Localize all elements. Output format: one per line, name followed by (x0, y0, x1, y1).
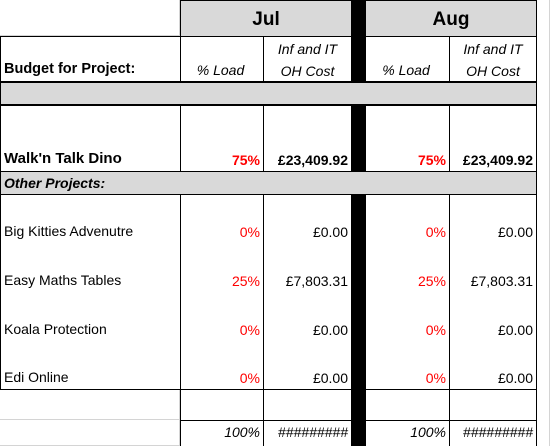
month-separator (351, 36, 366, 83)
project-jul-cost[interactable]: £0.00 (263, 292, 351, 341)
project-aug-cost[interactable]: £0.00 (449, 292, 537, 341)
jul-cost-header-line1: Inf and IT (277, 41, 338, 57)
jul-load-header[interactable]: % Load (180, 36, 263, 83)
project-jul-cost[interactable]: £7,803.31 (263, 243, 351, 292)
budget-for-project-label[interactable]: Budget for Project: (0, 36, 180, 83)
gray-spacer-row[interactable] (0, 83, 537, 105)
main-project-name[interactable]: Walk'n Talk Dino (0, 105, 180, 171)
total-jul-load[interactable]: 100% (180, 420, 263, 446)
project-aug-cost[interactable]: £0.00 (449, 341, 537, 390)
month-separator (351, 390, 366, 420)
project-jul-load[interactable]: 0% (180, 292, 263, 341)
jul-cost-header-line2: OH Cost (280, 63, 335, 79)
project-jul-load[interactable]: 0% (180, 195, 263, 243)
other-projects-header[interactable]: Other Projects: (0, 171, 537, 195)
empty-cell[interactable] (263, 390, 351, 420)
month-separator (351, 420, 366, 446)
cell-a1[interactable] (0, 0, 180, 36)
month-header-aug[interactable]: Aug (366, 0, 537, 36)
project-aug-load[interactable]: 0% (425, 322, 446, 338)
project-aug-load[interactable]: 25% (417, 273, 446, 289)
total-jul-cost[interactable]: ######### (263, 420, 351, 446)
main-project-aug-load[interactable]: 75% (366, 105, 449, 171)
project-aug-cost[interactable]: £0.00 (449, 195, 537, 243)
empty-column[interactable] (537, 0, 550, 446)
main-project-jul-load[interactable]: 75% (180, 105, 263, 171)
month-separator (351, 0, 366, 36)
main-project-aug-cost[interactable]: £23,409.92 (449, 105, 537, 171)
aug-cost-header[interactable]: Inf and IT OH Cost (449, 36, 537, 83)
project-jul-cost[interactable]: £0.00 (263, 195, 351, 243)
month-separator (351, 195, 366, 243)
empty-cell[interactable] (180, 390, 263, 420)
month-separator (351, 341, 366, 390)
project-aug-cost[interactable]: £7,803.31 (449, 243, 537, 292)
main-project-jul-cost[interactable]: £23,409.92 (263, 105, 351, 171)
project-aug-load[interactable]: 0% (366, 341, 449, 390)
month-separator (351, 243, 366, 292)
project-name[interactable]: Big Kitties Advenutre (0, 195, 180, 243)
project-aug-load[interactable]: 0% (425, 224, 446, 240)
project-name[interactable]: Koala Protection (0, 292, 180, 341)
empty-cell[interactable] (0, 420, 180, 446)
month-header-jul[interactable]: Jul (180, 0, 351, 36)
empty-cell[interactable] (0, 390, 180, 420)
aug-load-header[interactable]: % Load (366, 36, 449, 83)
project-jul-cost[interactable]: £0.00 (263, 341, 351, 390)
project-name[interactable]: Edi Online (0, 341, 180, 390)
total-aug-load[interactable]: 100% (366, 420, 449, 446)
project-jul-load[interactable]: 25% (180, 243, 263, 292)
empty-cell[interactable] (366, 390, 449, 420)
empty-cell[interactable] (449, 390, 537, 420)
month-separator (351, 292, 366, 341)
project-jul-load[interactable]: 0% (180, 341, 263, 390)
month-separator (351, 105, 366, 171)
project-name[interactable]: Easy Maths Tables (0, 243, 180, 292)
jul-cost-header[interactable]: Inf and IT OH Cost (263, 36, 351, 83)
total-aug-cost[interactable]: ######### (449, 420, 537, 446)
aug-cost-header-line2: OH Cost (466, 63, 520, 79)
aug-cost-header-line1: Inf and IT (463, 41, 523, 57)
